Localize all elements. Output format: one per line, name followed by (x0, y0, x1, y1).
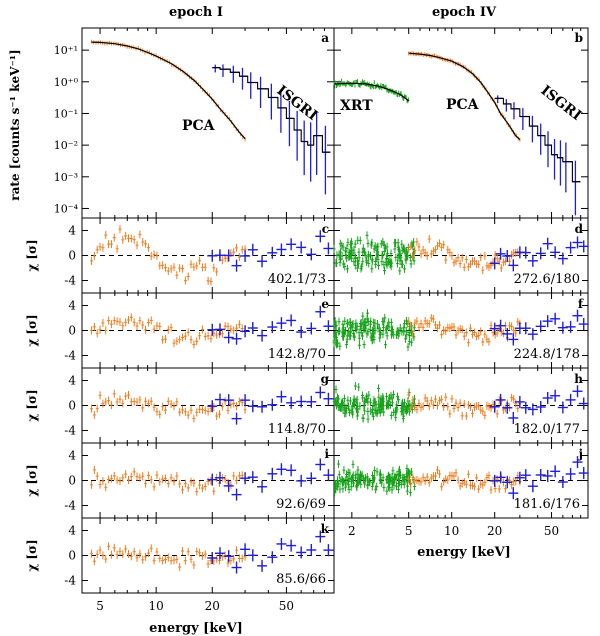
y-tick-label: 0 (68, 399, 76, 413)
y-tick-label: 10⁻¹ (54, 107, 78, 120)
y-tick-label: 4 (68, 524, 76, 538)
residual-panel-d: d 272.6/180 (332, 217, 589, 294)
x-tick-label: 5 (96, 599, 104, 613)
residual-panel-i: 4 0 -4 χ [σ] i 92.6/69 (25, 442, 335, 519)
x-tick-label: 5 (405, 524, 413, 538)
instrument-label-pca: PCA (182, 118, 216, 134)
residual-y-axis-label: χ [σ] (25, 389, 39, 421)
residual-y-axis-label: χ [σ] (25, 314, 39, 346)
x-tick-label: 10 (444, 524, 459, 538)
y-tick-label: 10⁺¹ (54, 44, 78, 57)
y-tick-label: 10⁻³ (54, 171, 78, 184)
x-tick-label: 50 (279, 599, 294, 613)
spectrum-panel-b-frame (333, 27, 589, 219)
y-tick-label: 0 (68, 324, 76, 338)
fit-statistic: 224.8/178 (514, 347, 580, 362)
model-curve (91, 41, 246, 140)
residual-y-axis-label: χ [σ] (25, 464, 39, 496)
residual-panel-e: 4 0 -4 χ [σ] e 142.8/70 (25, 292, 335, 369)
y-tick-label: 4 (68, 224, 76, 238)
plot-area: 10⁺¹ 10⁺⁰ 10⁻¹ 10⁻² 10⁻³ 10⁻⁴ a PCA ISGRI b XRT PCA… (25, 27, 589, 613)
y-tick-label: 10⁺⁰ (54, 76, 79, 89)
fit-statistic: 181.6/176 (514, 497, 580, 512)
fit-statistic: 114.8/70 (268, 422, 326, 437)
y-tick-label: 10⁻² (54, 139, 78, 152)
y-tick-label: -4 (64, 274, 76, 288)
residual-panel-h: h 182.0/177 (332, 367, 589, 444)
fit-statistic: 272.6/180 (514, 272, 580, 287)
fit-statistic: 92.6/69 (276, 497, 326, 512)
panel-letter: c (322, 222, 329, 236)
y-tick-label: 4 (68, 299, 76, 313)
panel-letter: h (574, 372, 583, 386)
panel-letter: b (575, 31, 583, 45)
fit-statistic: 182.0/177 (514, 422, 580, 437)
panel-letter: e (321, 297, 329, 311)
fit-statistic: 85.6/66 (276, 572, 326, 587)
fit-statistic: 142.8/70 (268, 347, 326, 362)
residual-y-axis-label: χ [σ] (25, 539, 39, 571)
column-title-epoch-4: epoch IV (432, 5, 497, 20)
x-axis-label-epoch-1: energy [keV] (149, 621, 243, 636)
spectrum-y-axis-label: rate [counts s⁻¹ keV⁻¹] (8, 49, 22, 200)
residual-panel-k: 4 0 -4 χ [σ] k 85.6/66 (25, 517, 335, 594)
residual-panel-j: j 181.6/176 (333, 442, 589, 519)
panel-letter: k (321, 522, 330, 536)
residual-panel-c: 4 0 -4 χ [σ] c 402.1/73 (25, 217, 335, 294)
residual-panel-f: f 224.8/178 (332, 292, 589, 369)
x-tick-label: 50 (544, 524, 559, 538)
y-tick-label: 0 (68, 474, 76, 488)
y-tick-label: 0 (68, 549, 76, 563)
model-curve (333, 82, 410, 102)
model-curve (408, 52, 521, 141)
x-tick-label: 10 (149, 599, 164, 613)
instrument-label-isgri: ISGRI (538, 83, 585, 124)
y-tick-label: -4 (64, 349, 76, 363)
instrument-label-xrt: XRT (340, 98, 373, 114)
y-tick-label: 4 (68, 449, 76, 463)
x-tick-label: 20 (205, 599, 220, 613)
fit-statistic: 402.1/73 (268, 272, 326, 287)
spectrum-panel-b: b XRT PCA ISGRI (333, 27, 589, 219)
y-tick-label: 0 (68, 249, 76, 263)
panel-letter: j (578, 447, 583, 461)
y-tick-label: -4 (64, 574, 76, 588)
y-tick-label: -4 (64, 499, 76, 513)
model-steps (494, 97, 581, 183)
panel-letter: g (321, 372, 330, 386)
x-axis-label-epoch-4: energy [keV] (417, 545, 511, 560)
panel-letter: f (578, 297, 584, 311)
y-tick-label: 10⁻⁴ (54, 202, 79, 215)
panel-letter: i (324, 447, 329, 461)
model-steps (212, 67, 331, 153)
x-tick-label: 2 (348, 524, 356, 538)
column-title-epoch-1: epoch I (169, 5, 223, 20)
panel-letter: a (321, 31, 329, 45)
y-tick-label: 4 (68, 374, 76, 388)
y-tick-label: -4 (64, 424, 76, 438)
residual-panel-g: 4 0 -4 χ [σ] g 114.8/70 (25, 367, 335, 444)
x-tick-label: 20 (487, 524, 502, 538)
instrument-label-pca: PCA (446, 97, 480, 113)
residual-y-axis-label: χ [σ] (25, 239, 39, 271)
panel-letter: d (575, 222, 584, 236)
